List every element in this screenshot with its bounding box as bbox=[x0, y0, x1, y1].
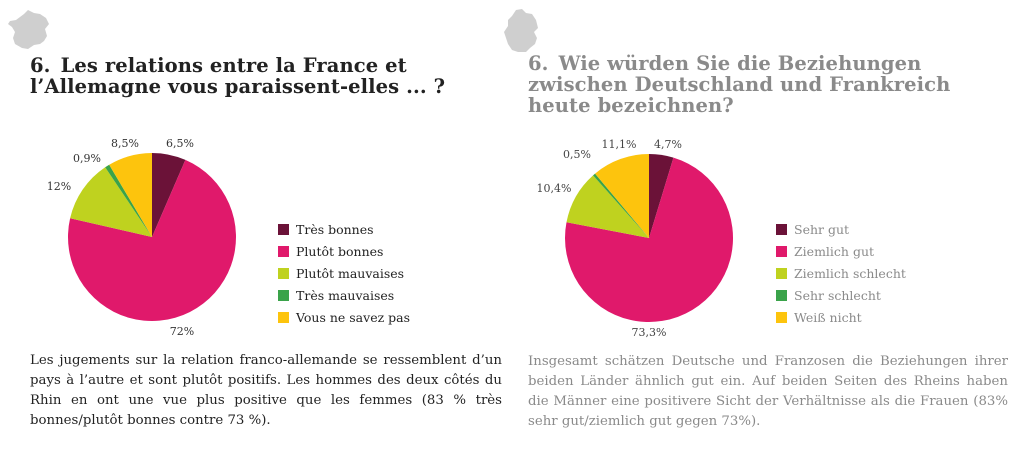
data-label-vous-ne-savez-pas: 8,5% bbox=[111, 137, 139, 150]
legend-label: Vous ne savez pas bbox=[296, 309, 411, 325]
legend-swatch bbox=[776, 223, 787, 235]
legend-swatch bbox=[776, 245, 787, 257]
legend-label: Sehr schlecht bbox=[794, 287, 881, 303]
legend-label: Très mauvaises bbox=[296, 287, 395, 303]
panel-germany: 6. Wie würden Sie die Beziehungen zwische… bbox=[504, 0, 1024, 454]
legend-swatch bbox=[278, 311, 289, 323]
data-label-ziemlich-gut: 73,3% bbox=[632, 326, 667, 339]
pie-slice-vous-ne-savez-pas bbox=[109, 153, 152, 237]
body-paragraph: Les jugements sur la relation franco-all… bbox=[30, 353, 502, 428]
data-label-tres-bonnes: 6,5% bbox=[166, 137, 194, 150]
question-number: 6. bbox=[528, 52, 549, 75]
legend-swatch bbox=[278, 223, 289, 235]
legend-label: Weiß nicht bbox=[794, 309, 862, 325]
legend-label: Ziemlich schlecht bbox=[794, 265, 906, 281]
body-paragraph: Insgesamt schätzen Deutsche und Franzose… bbox=[528, 354, 1008, 429]
legend-label: Plutôt mauvaises bbox=[296, 265, 405, 281]
legend-label: Ziemlich gut bbox=[794, 243, 875, 259]
pie-slice-ziemlich-gut bbox=[565, 157, 734, 323]
legend-item-ziemlich-gut: Ziemlich gut bbox=[776, 240, 906, 262]
france-map-icon bbox=[8, 10, 49, 49]
pie-slice-sehr-schlecht bbox=[593, 173, 649, 238]
data-label-plutot-bonnes: 72% bbox=[170, 325, 194, 338]
pie-chart-france: 6,5% 72% 12% 0,9% 8,5% bbox=[47, 137, 236, 338]
legend-swatch bbox=[278, 289, 289, 301]
legend-item-tres-mauvaises: Très mauvaises bbox=[278, 284, 410, 306]
pie-slice-weiss-nicht bbox=[595, 154, 649, 238]
pie-slice-sehr-gut bbox=[649, 154, 674, 238]
pie-slice-tres-mauvaises bbox=[105, 164, 152, 237]
legend-label: Plutôt bonnes bbox=[296, 243, 384, 259]
legend-item-vous-ne-savez-pas: Vous ne savez pas bbox=[278, 306, 410, 328]
legend-item-sehr-schlecht: Sehr schlecht bbox=[776, 284, 906, 306]
question-text: Les relations entre la France et l’Allem… bbox=[30, 54, 446, 98]
legend-germany: Sehr gut Ziemlich gut Ziemlich schlecht Seh… bbox=[776, 218, 906, 328]
pie-slice-tres-bonnes bbox=[152, 153, 186, 237]
legend-label: Très bonnes bbox=[296, 221, 374, 237]
data-label-plutot-mauvaises: 12% bbox=[47, 180, 71, 193]
legend-item-tres-bonnes: Très bonnes bbox=[278, 218, 410, 240]
legend-swatch bbox=[278, 245, 289, 257]
germany-map-shape bbox=[504, 9, 538, 52]
legend-swatch bbox=[776, 289, 787, 301]
data-label-sehr-gut: 4,7% bbox=[654, 138, 682, 151]
question-number: 6. bbox=[30, 54, 51, 77]
legend-swatch bbox=[278, 267, 289, 279]
legend-france: Très bonnes Plutôt bonnes Plutôt mauvaises… bbox=[278, 218, 410, 328]
pie-slice-plutot-mauvaises bbox=[70, 167, 152, 237]
pie-slice-plutot-bonnes bbox=[67, 159, 236, 321]
question-heading: 6. Les relations entre la France et l’All… bbox=[30, 55, 500, 97]
legend-item-plutot-mauvaises: Plutôt mauvaises bbox=[278, 262, 410, 284]
france-map-shape bbox=[8, 10, 49, 49]
data-label-sehr-schlecht: 0,5% bbox=[563, 148, 591, 161]
legend-swatch bbox=[776, 311, 787, 323]
data-label-weiss-nicht: 11,1% bbox=[602, 138, 637, 151]
legend-item-weiss-nicht: Weiß nicht bbox=[776, 306, 906, 328]
data-label-ziemlich-schlecht: 10,4% bbox=[537, 182, 572, 195]
legend-item-sehr-gut: Sehr gut bbox=[776, 218, 906, 240]
legend-item-plutot-bonnes: Plutôt bonnes bbox=[278, 240, 410, 262]
legend-swatch bbox=[776, 267, 787, 279]
question-text: Wie würden Sie die Beziehungen zwischen … bbox=[528, 52, 951, 117]
panel-france: 6. Les relations entre la France et l’All… bbox=[8, 10, 502, 428]
pie-chart-germany: 4,7% 73,3% 10,4% 0,5% 11,1% bbox=[537, 138, 734, 339]
question-heading: 6. Wie würden Sie die Beziehungen zwische… bbox=[528, 53, 1008, 116]
legend-item-ziemlich-schlecht: Ziemlich schlecht bbox=[776, 262, 906, 284]
germany-map-icon bbox=[504, 9, 538, 52]
data-label-tres-mauvaises: 0,9% bbox=[73, 152, 101, 165]
legend-label: Sehr gut bbox=[794, 221, 850, 237]
pie-slice-ziemlich-schlecht bbox=[566, 175, 649, 238]
